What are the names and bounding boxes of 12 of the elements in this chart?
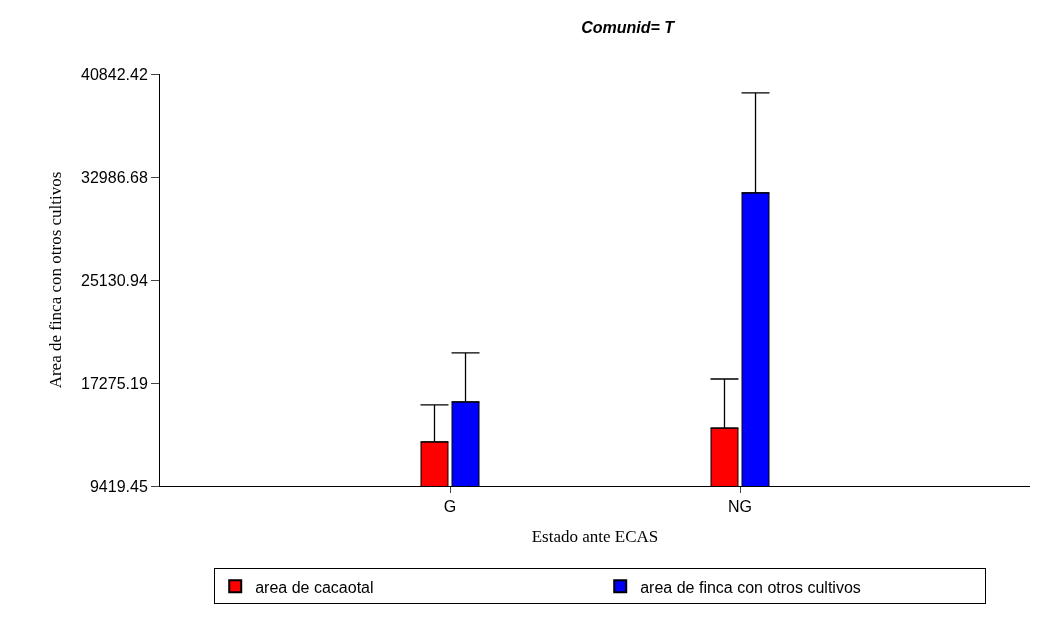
chart-title: Comunid= T bbox=[581, 18, 676, 36]
y-tick-label: 9419.45 bbox=[89, 477, 148, 495]
y-tick-label: 40842.42 bbox=[81, 65, 148, 83]
y-axis-title: Area de finca con otros cultivos bbox=[45, 171, 65, 389]
x-tick-label: NG bbox=[728, 498, 752, 516]
y-tick-label: 25130.94 bbox=[81, 271, 148, 289]
y-tick-label: 32986.68 bbox=[81, 168, 148, 186]
legend-label: area de finca con otros cultivos bbox=[640, 578, 861, 596]
x-tick-label: G bbox=[443, 498, 457, 516]
x-axis-title: Estado ante ECAS bbox=[531, 526, 659, 546]
y-tick-label: 17275.19 bbox=[81, 374, 148, 392]
legend-label: area de cacaotal bbox=[255, 578, 374, 596]
